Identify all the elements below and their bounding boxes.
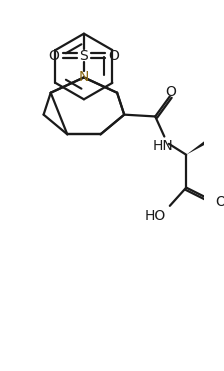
Text: O: O	[165, 85, 176, 99]
Text: HO: HO	[145, 210, 166, 223]
Polygon shape	[186, 137, 213, 155]
Text: O: O	[215, 195, 224, 209]
Text: S: S	[80, 49, 88, 63]
Text: O: O	[109, 49, 119, 63]
Text: N: N	[79, 70, 89, 85]
Text: HN: HN	[152, 139, 173, 153]
Text: O: O	[48, 49, 59, 63]
